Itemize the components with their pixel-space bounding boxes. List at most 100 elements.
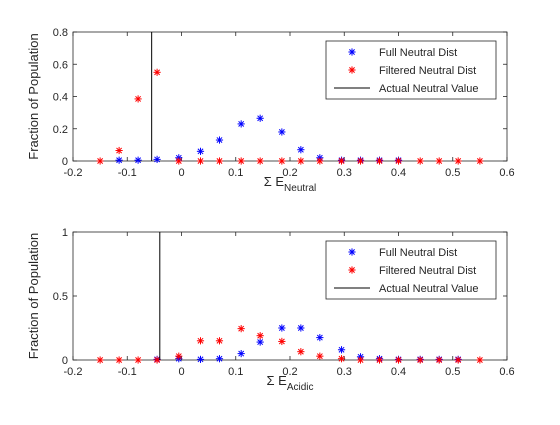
chart-2-point [356, 356, 365, 364]
chart-1-legend: Full Neutral Dist Filtered Neutral Dist Ac… [325, 40, 497, 100]
chart-1-point [115, 156, 123, 164]
chart-2-xtick-label: 0.3 [337, 366, 352, 378]
chart-2-ytick-label: 0 [62, 355, 68, 367]
chart-1-ytick-label: 0.4 [53, 92, 68, 104]
chart-1-ytick-label: 0.8 [53, 27, 68, 39]
chart-1-ytick-label: 0.2 [53, 124, 68, 136]
chart-1-point [416, 157, 424, 165]
chart-1-point [196, 147, 205, 155]
chart-2-point [297, 348, 305, 356]
chart-1-xtick-label: 0.2 [282, 167, 297, 179]
chart-2-point [278, 337, 286, 346]
chart-2-xtick-label: 0.2 [282, 366, 297, 378]
chart-1-point [394, 157, 403, 165]
chart-1-legend-label: Actual Neutral Value [379, 83, 478, 95]
chart-1-xtick-label: 0 [178, 167, 184, 179]
chart-2-point [215, 337, 224, 345]
chart-2-legend-label: Full Neutral Dist [379, 247, 457, 259]
chart-2-legend-marker [348, 248, 356, 256]
chart-1-point [115, 146, 123, 155]
chart-2-point [337, 355, 346, 363]
chart-2-point [196, 337, 205, 345]
chart-1-point [153, 155, 161, 163]
chart-2-legend-label: Actual Neutral Value [379, 283, 478, 295]
chart-2-xtick-label: 0.5 [445, 366, 460, 378]
chart-1: -0.2 -0.1 0 0.1 0.2 0.3 0.4 0.5 0.6 0 0.2 0.4 0.6 0.8… [26, 27, 515, 194]
chart-1-xtick-label: -0.2 [64, 167, 83, 179]
chart-1-legend-label: Full Neutral Dist [379, 47, 457, 59]
chart-2-point [297, 324, 305, 332]
chart-1-legend-label: Filtered Neutral Dist [379, 65, 476, 77]
chart-2-point [115, 356, 123, 364]
chart-1-ytick-label: 0.6 [53, 59, 68, 71]
chart-2-xtick-label: 0.4 [391, 366, 406, 378]
chart-1-point [256, 114, 264, 122]
chart-2-xtick-label: 0 [178, 366, 184, 378]
chart-2-x-axis-label-subscript: Acidic [287, 382, 314, 393]
chart-2-xtick-label: -0.1 [118, 366, 137, 378]
chart-2-point [256, 332, 264, 340]
chart-2-point [316, 334, 324, 342]
chart-2-xtick-label: 0.1 [228, 366, 243, 378]
chart-2-ytick-label: 1 [62, 227, 68, 239]
chart-1-y-axis-label: Fraction of Population [26, 33, 41, 159]
chart-1-point [96, 157, 104, 165]
chart-1-series-2 [96, 68, 484, 165]
chart-1-xtick-label: 0.3 [337, 167, 352, 179]
chart-2-point [256, 338, 264, 346]
chart-2-legend: Full Neutral Dist Filtered Neutral Dist Ac… [325, 240, 497, 300]
chart-1-point [134, 156, 142, 164]
chart-2-point [237, 325, 245, 333]
chart-2-point [416, 356, 424, 364]
chart-1-xtick-label: -0.1 [118, 167, 137, 179]
chart-1-point [356, 157, 365, 165]
chart-2: -0.2 -0.1 0 0.1 0.2 0.3 0.4 0.5 0.6 0 0.5 1 Σ EAcidi… [26, 227, 515, 393]
chart-1-x-axis-label-subscript: Neutral [284, 183, 316, 194]
chart-2-point [237, 350, 245, 358]
chart-2-point [375, 356, 384, 364]
chart-2-point [454, 356, 462, 364]
chart-2-point [196, 355, 205, 363]
chart-1-point [215, 157, 224, 165]
chart-2-xtick-label: -0.2 [64, 366, 83, 378]
chart-2-y-axis-label: Fraction of Population [26, 233, 41, 359]
chart-2-point [215, 355, 224, 363]
chart-2-legend-marker [348, 266, 356, 274]
chart-2-legend-label: Filtered Neutral Dist [379, 265, 476, 277]
chart-1-point [153, 68, 161, 76]
chart-1-point [476, 157, 484, 165]
chart-1-xtick-label: 0.4 [391, 167, 406, 179]
chart-1-point [237, 157, 245, 165]
chart-2-point [134, 356, 142, 364]
chart-1-x-axis-label-main: Σ E [264, 174, 285, 189]
chart-1-point [435, 157, 443, 165]
chart-2-point [337, 346, 346, 354]
chart-2-xtick-label: 0.6 [499, 366, 514, 378]
chart-2-series-2 [96, 325, 484, 364]
chart-1-point [175, 157, 183, 165]
chart-2-point [175, 352, 183, 360]
chart-2-x-axis-label: Σ EAcidic [266, 373, 313, 393]
chart-2-x-axis-label-main: Σ E [266, 373, 287, 388]
chart-2-point [476, 356, 484, 364]
chart-1-point [316, 157, 324, 165]
chart-2-point [278, 324, 286, 332]
chart-1-x-axis-label: Σ ENeutral [264, 174, 317, 194]
chart-1-point [134, 95, 142, 103]
chart-1-point [375, 157, 384, 165]
chart-1-xtick-label: 0.6 [499, 167, 514, 179]
chart-2-point [316, 352, 324, 360]
chart-1-point [297, 146, 305, 154]
chart-1-legend-marker [348, 66, 356, 74]
chart-1-point [256, 157, 264, 165]
chart-1-point [237, 120, 245, 128]
chart-1-point [454, 157, 462, 165]
chart-1-point [278, 128, 286, 136]
chart-2-point [394, 356, 403, 364]
chart-1-ytick-label: 0 [62, 156, 68, 168]
chart-1-point [297, 157, 305, 165]
chart-2-point [435, 356, 443, 364]
chart-1-point [196, 157, 205, 165]
